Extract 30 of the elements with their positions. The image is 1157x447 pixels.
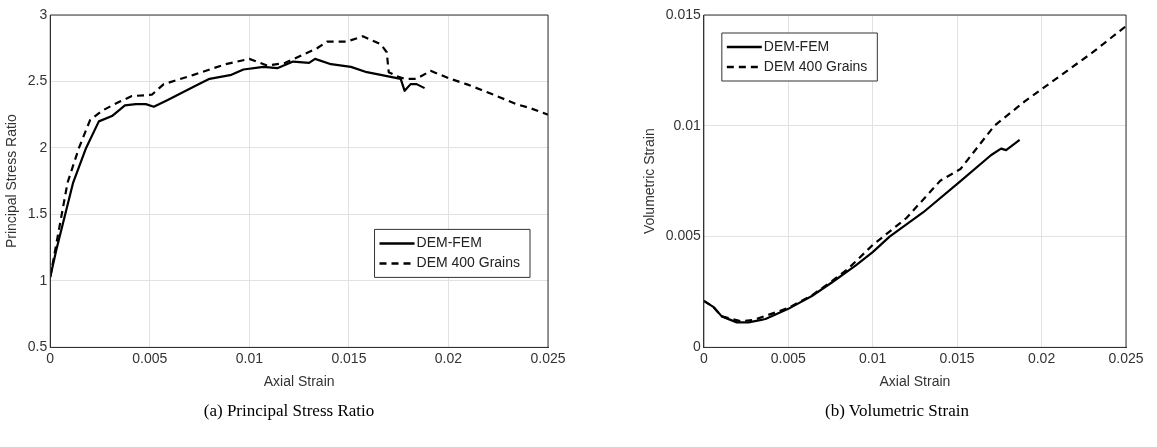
x-tick-label: 0.01: [235, 349, 264, 366]
legend-label: DEM-FEM: [763, 37, 830, 54]
y-tick-label: 0.005: [665, 227, 702, 244]
x-tick-label: 0.005: [770, 349, 806, 366]
x-tick-label: 0.025: [1108, 349, 1144, 366]
y-tick-label: 2.5: [27, 72, 48, 89]
y-tick-label: 3: [39, 5, 48, 22]
legend-label: DEM-FEM: [416, 234, 482, 251]
x-tick-label: 0.015: [939, 349, 975, 366]
x-tick-label: 0.015: [331, 349, 367, 366]
legend-label: DEM 400 Grains: [416, 254, 520, 271]
y-tick-label: 0: [693, 338, 702, 355]
x-tick-label: 0.005: [132, 349, 168, 366]
y-axis-title: Principal Stress Ratio: [3, 114, 20, 249]
y-tick-label: 1: [39, 271, 48, 288]
x-tick-label: 0.02: [1027, 349, 1056, 366]
y-tick-label: 1.5: [27, 205, 48, 222]
x-axis-title: Axial Strain: [879, 373, 951, 390]
x-tick-label: 0.02: [434, 349, 463, 366]
x-tick-label: 0.025: [530, 349, 566, 366]
y-tick-label: 0.5: [27, 338, 48, 355]
x-tick-label: 0.01: [859, 349, 887, 366]
x-axis-title: Axial Strain: [263, 373, 335, 390]
y-tick-label: 2: [39, 138, 48, 155]
text: (b) Volumetric Strain: [824, 401, 970, 421]
legend-label: DEM 400 Grains: [763, 57, 868, 74]
y-axis-title: Volumetric Strain: [641, 128, 658, 235]
y-tick-label: 0.01: [673, 116, 702, 133]
text: (a) Principal Stress Ratio: [202, 401, 376, 421]
y-tick-label: 0.015: [665, 5, 702, 22]
